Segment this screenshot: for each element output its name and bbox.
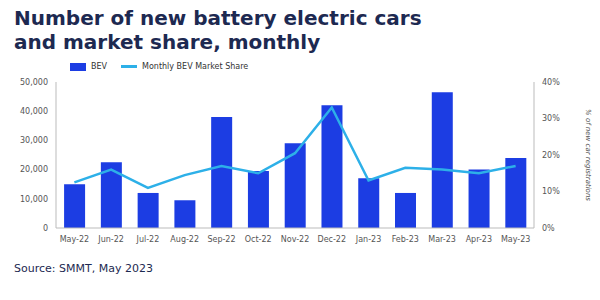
svg-text:Oct-22: Oct-22 [245,235,272,244]
svg-text:Sep-22: Sep-22 [207,235,235,244]
svg-text:Jul-22: Jul-22 [136,235,160,244]
svg-text:% of new car registrations: % of new car registrations [584,109,592,201]
html-text:Number of new battery electric: Number of new battery electric cars and … [14,6,422,54]
svg-text:20,000: 20,000 [20,165,48,174]
svg-text:Dec-22: Dec-22 [317,235,346,244]
svg-text:0: 0 [43,224,48,233]
svg-text:Apr-23: Apr-23 [466,235,492,244]
svg-text:10,000: 10,000 [20,195,48,204]
svg-text:30,000: 30,000 [20,136,48,145]
svg-text:Aug-22: Aug-22 [170,235,199,244]
svg-text:Jun-22: Jun-22 [97,235,124,244]
svg-text:Jan-23: Jan-23 [355,235,381,244]
svg-text:Feb-23: Feb-23 [392,235,419,244]
svg-text:0%: 0% [542,224,555,233]
svg-text:30%: 30% [542,114,560,123]
svg-text:May-22: May-22 [60,235,89,244]
html-text:BEV: BEV [91,62,107,71]
svg-text:Mar-23: Mar-23 [428,235,456,244]
html-text:Source: SMMT, May 2023: Source: SMMT, May 2023 [14,262,153,275]
svg-text:40,000: 40,000 [20,107,48,116]
svg-text:50,000: 50,000 [20,78,48,87]
html-text:Monthly BEV Market Share: Monthly BEV Market Share [142,62,249,71]
svg-text:Nov-22: Nov-22 [281,235,309,244]
svg-text:10%: 10% [542,187,560,196]
svg-text:May-23: May-23 [501,235,530,244]
svg-text:40%: 40% [542,78,560,87]
svg-text:20%: 20% [542,151,560,160]
